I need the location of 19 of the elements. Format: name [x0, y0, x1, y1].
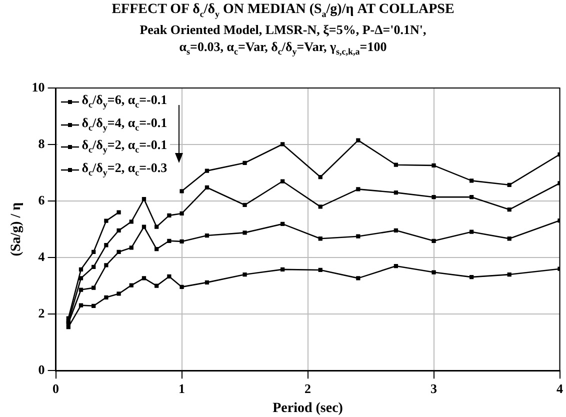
legend-label: δ$_{c}$/δ$_{y}$=2, α$_{c}$=-0.1: [82, 136, 168, 157]
y-tick-label: 8: [38, 136, 46, 151]
chart-title: EFFECT OF δ$_{c}$/δ$_{y}$ ON MEDIAN (S$_{a}$/g)/η AT COLLAPSE: [110, 2, 456, 19]
legend-label: δ$_{c}$/δ$_{y}$=2, α$_{c}$=-0.3: [82, 158, 168, 180]
legend-label: δ$_{c}$/δ$_{y}$=4, α$_{c}$=-0.1: [82, 114, 168, 134]
x-tick-label: 1: [178, 380, 186, 396]
x-tick-label: 2: [304, 380, 312, 396]
legend-label: δ$_{c}$/δ$_{y}$=6, α$_{c}$=-0.1: [82, 91, 168, 112]
y-tick-label: 4: [38, 248, 46, 264]
text: Peak Oriented Model, LMSR-N, ξ=5%, P-Δ='0.1N', α$_{s}$=0.03, α$_{c}$=Var, δ$_{c}$/δ$_{y}$=Var, γ$_{s,c,k,a}$=100: [140, 22, 426, 57]
x-tick-label: 3: [430, 380, 438, 396]
y-tick-label: 6: [38, 192, 46, 208]
x-tick-label: 0: [52, 380, 60, 396]
y-tick-label: 2: [38, 305, 45, 320]
x-axis-title: Period (sec): [272, 401, 344, 416]
y-tick-label: 0: [38, 362, 45, 377]
y-tick-label: 10: [32, 79, 45, 94]
y-axis-title: (Sa/g) / η: [9, 202, 24, 256]
x-tick-label: 4: [556, 380, 564, 396]
